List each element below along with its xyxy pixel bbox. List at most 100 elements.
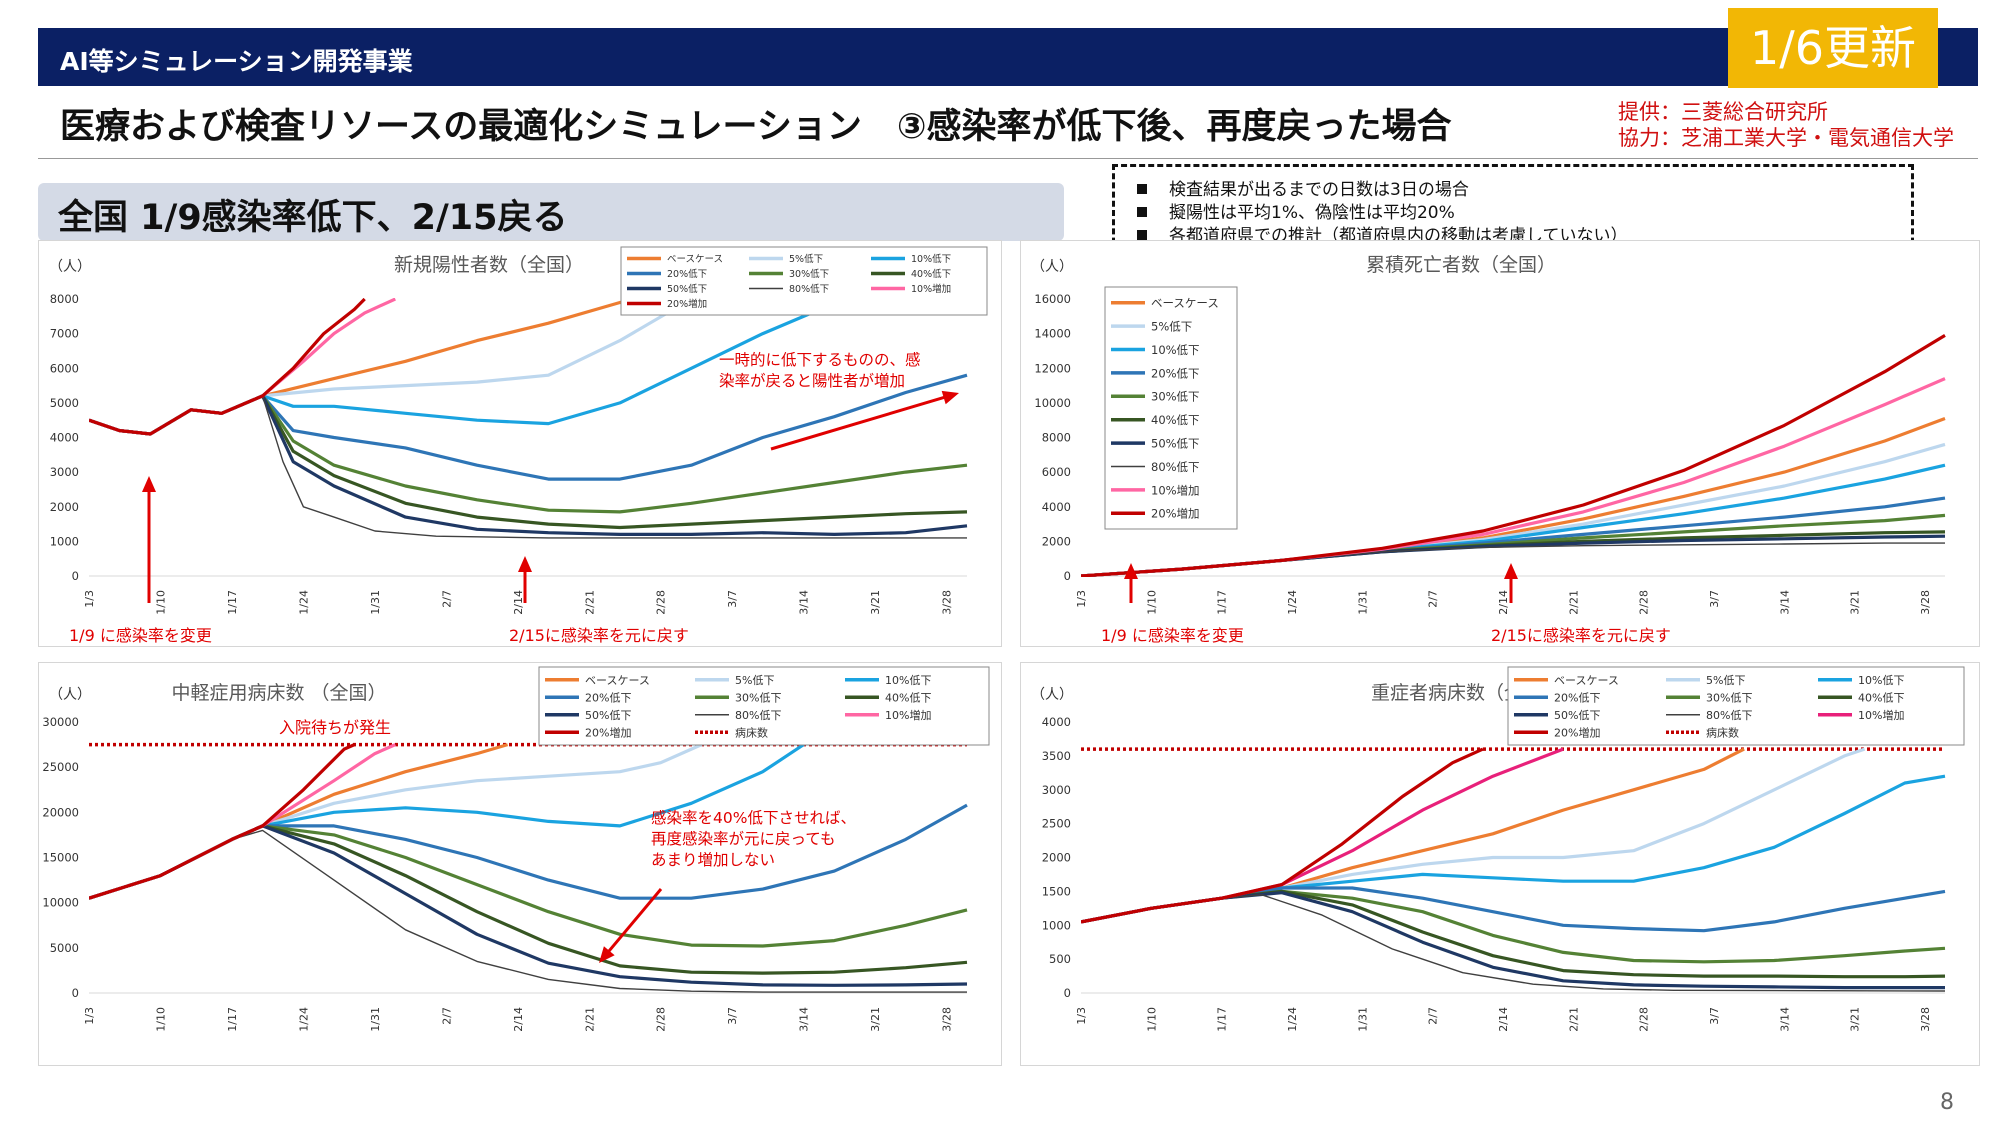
x-tick-label: 1/31 <box>369 590 382 615</box>
legend-label: 20%低下 <box>1554 691 1600 704</box>
bullet-square-icon <box>1137 207 1147 217</box>
series-group <box>89 298 968 539</box>
bullet-square-icon <box>1137 230 1147 240</box>
callout-text: 染率が戻ると陽性者が増加 <box>719 372 905 390</box>
y-tick-label: 5000 <box>50 941 79 955</box>
title-divider <box>38 158 1978 159</box>
legend-label: 20%増加 <box>1554 726 1600 739</box>
legend-label: 50%低下 <box>1151 436 1200 450</box>
series-group <box>89 743 968 993</box>
series-line <box>89 298 396 436</box>
legend-label: ベースケース <box>667 254 723 265</box>
chart-mild-beds: 0 5000 10000 15000 20000 25000 30000 1/3 1/10 1/1… <box>38 662 1002 1066</box>
y-tick-label: 1500 <box>1042 884 1071 898</box>
y-tick-label: 2000 <box>50 500 79 514</box>
x-tick-label: 2/21 <box>1567 1007 1580 1032</box>
legend-box <box>620 246 988 316</box>
section-title-bar: 全国 1/9感染率低下、2/15戻る <box>38 183 1064 241</box>
y-tick-label: 2000 <box>1042 534 1071 548</box>
y-tick-label: 0 <box>1064 986 1071 1000</box>
legend-label: 30%低下 <box>1706 691 1752 704</box>
x-tick-label: 1/10 <box>154 1007 167 1032</box>
header-banner: AI等シミュレーション開発事業 <box>38 28 1978 86</box>
note-text: 擬陽性は平均1%、偽陰性は平均20% <box>1169 203 1455 223</box>
mild-beds-chart-svg: 0 5000 10000 15000 20000 25000 30000 1/3 1/10 1/1… <box>42 666 990 1032</box>
legend-label: 20%低下 <box>1151 366 1200 380</box>
x-tick-label: 2/21 <box>1567 590 1580 615</box>
x-tick-label: 2/14 <box>512 590 525 615</box>
y-tick-label: 6000 <box>50 361 79 375</box>
series-line <box>89 829 967 993</box>
series-line <box>89 298 366 436</box>
legend-label: 80%低下 <box>789 283 829 295</box>
x-tick-label: 2/7 <box>1427 590 1440 608</box>
x-tick-label: 1/24 <box>1286 1007 1299 1032</box>
y-axis-unit-label: （人） <box>49 259 91 275</box>
note-text: 検査結果が出るまでの日数は3日の場合 <box>1169 180 1469 200</box>
x-tick-label: 1/24 <box>1286 590 1299 615</box>
callout-arrow <box>604 888 663 957</box>
y-tick-label: 7000 <box>50 327 79 341</box>
legend-label: ベースケース <box>585 674 650 687</box>
trend-arrow <box>770 394 950 451</box>
legend-label: 50%低下 <box>585 709 631 722</box>
overflow-label: 入院待ちが発生 <box>279 718 391 737</box>
legend-label: 20%増加 <box>1151 507 1200 521</box>
x-tick-label: 3/21 <box>1849 1007 1862 1032</box>
chart-title: 累積死亡者数（全国） <box>1366 254 1556 276</box>
series-line <box>1081 889 1946 964</box>
x-tick-label: 2/21 <box>583 1007 596 1032</box>
legend-label: 10%低下 <box>911 253 951 265</box>
y-tick-label: 2500 <box>1042 817 1071 831</box>
legend-label: 10%増加 <box>911 283 951 295</box>
legend-label: 5%低下 <box>1706 674 1745 687</box>
series-line <box>1081 747 1866 924</box>
series-line <box>89 743 509 900</box>
series-line <box>89 743 356 900</box>
restore-date-label: 2/15に感染率を元に戻す <box>1491 626 1671 645</box>
legend-label: 10%低下 <box>1858 674 1904 687</box>
legend-label: 20%増加 <box>667 298 707 310</box>
y-tick-label: 1000 <box>1042 918 1071 932</box>
legend-label: 10%増加 <box>1858 709 1904 722</box>
legend-label: 5%低下 <box>735 674 774 687</box>
legend-label: 50%低下 <box>667 283 707 295</box>
change-date-arrow-head <box>142 476 156 492</box>
legend-box <box>1507 666 1965 746</box>
legend-label: ベースケース <box>1554 674 1619 687</box>
callout-text: 感染率を40%低下させれば、 <box>651 809 856 827</box>
x-tick-label: 1/10 <box>1145 1007 1158 1032</box>
y-tick-label: 0 <box>72 569 79 583</box>
x-tick-label: 2/7 <box>1427 1007 1440 1025</box>
y-tick-label: 6000 <box>1042 465 1071 479</box>
note-item: 検査結果が出るまでの日数は3日の場合 <box>1137 175 1469 200</box>
legend-label: 40%低下 <box>911 268 951 280</box>
chart-title: 中軽症用病床数 （全国） <box>171 682 386 704</box>
legend-label: 10%低下 <box>1151 343 1200 357</box>
series-line <box>1081 747 1484 924</box>
y-tick-label: 16000 <box>1034 292 1071 306</box>
callout-text: 再度感染率が元に戻っても <box>651 830 835 848</box>
series-group <box>1081 334 1946 577</box>
legend-label: 30%低下 <box>735 691 781 704</box>
x-tick-label: 2/28 <box>655 590 668 615</box>
bullet-square-icon <box>1137 184 1147 194</box>
y-tick-label: 12000 <box>1034 361 1071 375</box>
y-tick-label: 4000 <box>1042 500 1071 514</box>
y-tick-label: 30000 <box>42 715 79 729</box>
page-number: 8 <box>1940 1090 1954 1115</box>
x-tick-label: 1/17 <box>1216 1007 1229 1032</box>
restore-date-label: 2/15に感染率を元に戻す <box>509 626 689 645</box>
x-tick-label: 2/28 <box>1638 1007 1651 1032</box>
legend-label: 20%低下 <box>667 268 707 280</box>
new-positives-chart-svg: 0 1000 2000 3000 4000 5000 6000 7000 8000 1/3 1/10… <box>49 246 988 645</box>
legend-label: 80%低下 <box>1151 460 1200 474</box>
y-tick-label: 0 <box>72 986 79 1000</box>
x-tick-label: 1/3 <box>83 1007 96 1025</box>
x-tick-label: 3/7 <box>726 590 739 608</box>
credit-cooperation: 協力：芝浦工業大学・電気通信大学 <box>1618 126 1954 150</box>
x-tick-label: 1/24 <box>297 590 310 615</box>
legend-label: 30%低下 <box>1151 390 1200 404</box>
series-line <box>1081 334 1946 577</box>
y-tick-label: 15000 <box>42 851 79 865</box>
